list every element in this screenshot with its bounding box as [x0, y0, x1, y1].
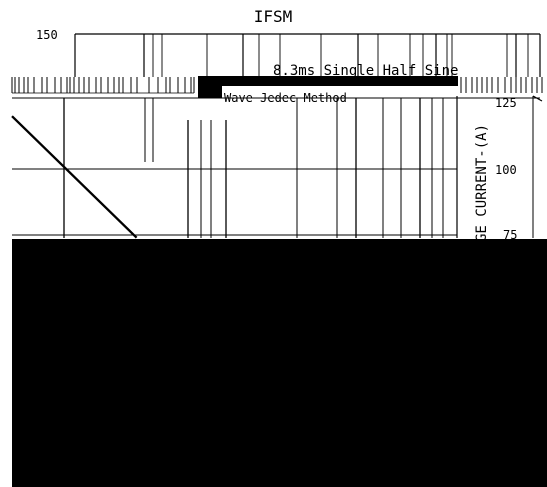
upper-grid	[143, 34, 529, 77]
y-tick-75: 75	[503, 228, 517, 242]
y-tick-125: 125	[495, 96, 517, 110]
y-tick-150: 150	[36, 28, 58, 42]
annotation-left-block	[198, 84, 222, 98]
y-axis-label: GE CURRENT-(A)	[474, 124, 490, 242]
chart-title: IFSM	[254, 7, 293, 26]
annotation-black-block	[198, 76, 458, 86]
surge-curve	[11, 115, 138, 239]
main-plot	[11, 96, 540, 239]
right-axis-bracket-top	[532, 95, 543, 102]
annotation-line-1: 8.3ms Single Half Sine	[273, 63, 458, 79]
annotation-line-2: Wave Jedec Method	[224, 91, 347, 105]
y-tick-100: 100	[495, 163, 517, 177]
upper-plot	[74, 33, 541, 77]
redaction-mask	[12, 239, 547, 487]
main-grid	[63, 98, 444, 238]
mid-grid-band	[11, 77, 543, 94]
